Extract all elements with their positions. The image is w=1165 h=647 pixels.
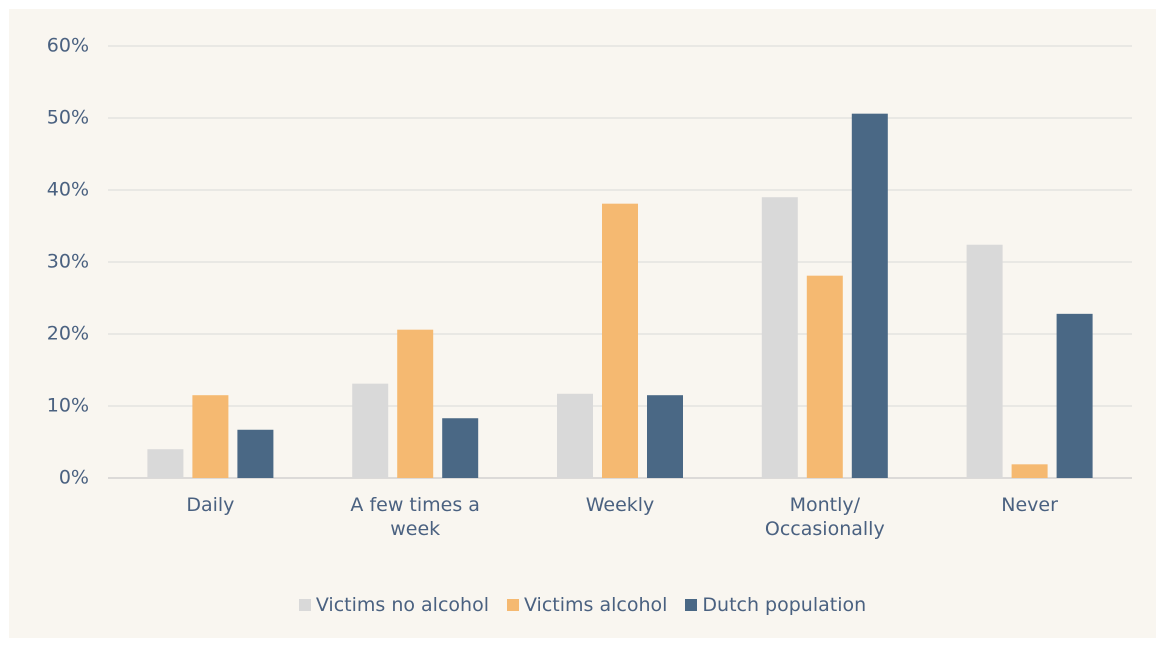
- bar: [192, 395, 229, 478]
- y-tick-label: 50%: [47, 107, 89, 129]
- legend-label: Dutch population: [702, 594, 867, 616]
- y-tick-label: 40%: [47, 179, 89, 201]
- legend-swatch: [685, 599, 698, 611]
- y-tick-label: 20%: [47, 323, 89, 345]
- y-tick-label: 30%: [47, 251, 89, 273]
- bar: [442, 418, 479, 478]
- legend-label: Victims no alcohol: [315, 594, 489, 616]
- legend-swatch: [298, 599, 311, 611]
- x-tick-label: A few times a week: [350, 494, 480, 540]
- legend-label: Victims alcohol: [523, 594, 668, 616]
- y-tick-label: 60%: [47, 35, 89, 57]
- legend-item: Victims no alcohol: [298, 594, 489, 616]
- bar: [237, 429, 274, 478]
- x-tick-label: Montly/ Occasionally: [764, 494, 885, 540]
- bar: [352, 383, 389, 478]
- legend-swatch: [506, 599, 519, 611]
- chart: 0% 10% 20% 30% 40% 50% 60% Victims no alcohol V…: [9, 9, 1156, 638]
- legend: Victims no alcohol Victims alcohol Dutch p…: [9, 594, 1156, 616]
- bar: [966, 244, 1003, 478]
- bar: [602, 203, 638, 478]
- plot: 0% 10% 20% 30% 40% 50% 60%: [47, 35, 1132, 489]
- bar: [1056, 313, 1093, 478]
- bar: [647, 395, 683, 478]
- legend-item: Victims alcohol: [506, 594, 668, 616]
- x-tick-label: Weekly: [585, 494, 655, 516]
- bar: [1011, 464, 1048, 478]
- legend-item: Dutch population: [685, 594, 866, 616]
- y-tick-label: 0%: [59, 467, 89, 489]
- bar: [147, 449, 184, 478]
- bar: [557, 393, 593, 478]
- x-tick-label: Daily: [186, 494, 235, 516]
- bar: [851, 113, 888, 479]
- y-tick-label: 10%: [47, 395, 89, 417]
- x-tick-label: Never: [1001, 494, 1058, 516]
- bar: [397, 329, 434, 478]
- bar: [761, 197, 798, 478]
- bar: [806, 275, 843, 478]
